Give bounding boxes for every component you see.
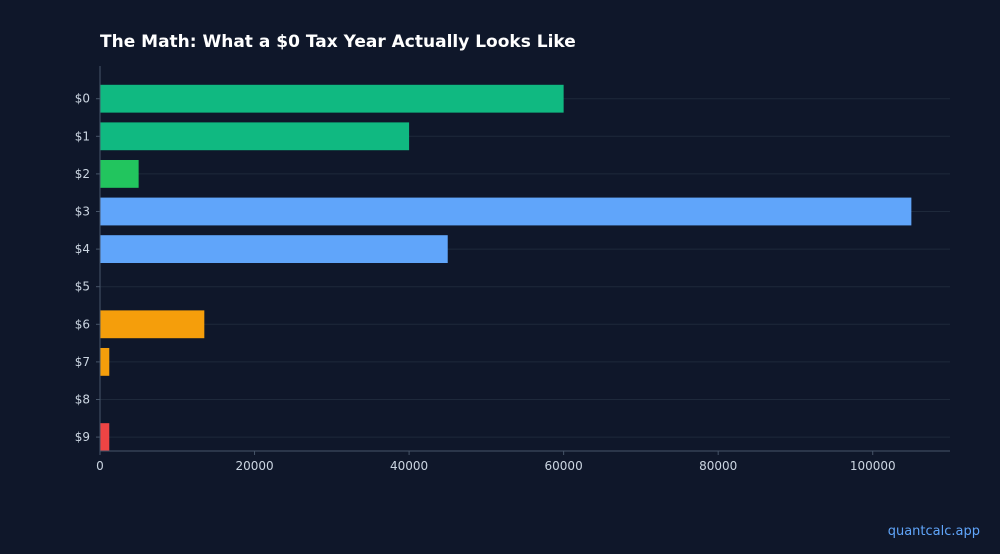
x-tick-label: 20000 (235, 459, 273, 473)
bar-1 (100, 122, 410, 151)
bar-2 (100, 159, 139, 188)
y-tick-label: $5 (75, 280, 90, 294)
x-tick-label: 40000 (390, 459, 428, 473)
y-tick-label: $1 (75, 129, 90, 143)
bar-3 (100, 197, 912, 226)
y-tick-label: $4 (75, 242, 90, 256)
y-tick-label: $0 (75, 92, 90, 106)
bar-0 (100, 84, 564, 113)
y-tick-label: $8 (75, 392, 90, 406)
y-tick-label: $9 (75, 430, 90, 444)
watermark: quantcalc.app (887, 524, 980, 539)
x-tick-label: 0 (96, 459, 104, 473)
bar-7 (100, 347, 110, 376)
y-tick-label: $3 (75, 205, 90, 219)
bar-9 (100, 423, 110, 451)
x-tick-label: 60000 (545, 459, 583, 473)
y-tick-label: $7 (75, 355, 90, 369)
y-tick-label: $2 (75, 167, 90, 181)
chart-title: The Math: What a $0 Tax Year Actually Lo… (100, 32, 576, 52)
x-tick-label: 100000 (850, 459, 896, 473)
bar-6 (100, 310, 205, 339)
y-tick-label: $6 (75, 317, 90, 331)
x-tick-label: 80000 (699, 459, 737, 473)
bar-4 (100, 235, 448, 264)
